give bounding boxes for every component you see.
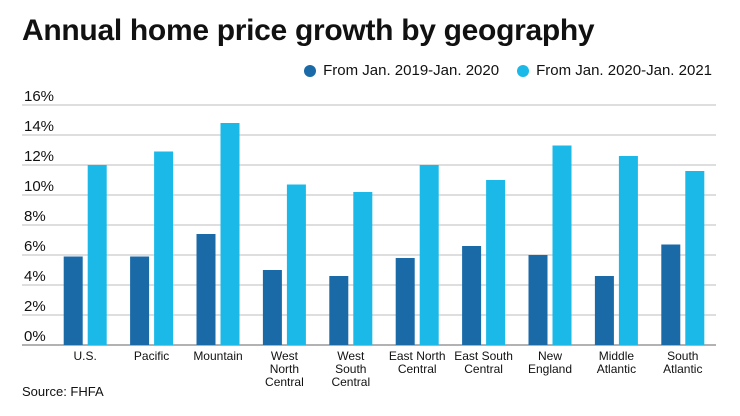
bar-2020-2021 — [685, 171, 705, 345]
bar-2019-2020 — [329, 276, 349, 345]
bar-2020-2021 — [87, 165, 107, 345]
bar-2020-2021 — [154, 151, 174, 345]
chart-title: Annual home price growth by geography — [22, 14, 595, 47]
x-category-label: U.S. — [74, 349, 97, 363]
bar-2020-2021 — [220, 123, 240, 345]
x-category-label-line: New — [538, 349, 562, 363]
y-tick-label: 0% — [24, 328, 46, 345]
y-tick-label: 16% — [24, 88, 54, 105]
bar-2020-2021 — [618, 156, 638, 345]
x-category-label-line: East South — [454, 349, 513, 363]
x-category-label-line: North — [270, 362, 299, 376]
bar-2019-2020 — [462, 246, 482, 345]
x-category-label: West North Central — [265, 349, 304, 389]
y-tick-label: 10% — [24, 178, 54, 195]
y-tick-label: 2% — [24, 298, 46, 315]
legend: From Jan. 2019-Jan. 2020 From Jan. 2020-… — [286, 62, 712, 79]
x-category-label: Middle Atlantic — [597, 349, 636, 376]
x-category-label-line: Mountain — [193, 349, 242, 363]
y-tick-label: 6% — [24, 238, 46, 255]
y-tick-label: 12% — [24, 148, 54, 165]
legend-item-2020-2021: From Jan. 2020-Jan. 2021 — [517, 62, 712, 79]
bar-2020-2021 — [419, 165, 439, 345]
bar-2019-2020 — [594, 276, 614, 345]
x-category-label-line: Middle — [599, 349, 635, 363]
x-category-label-line: Central — [464, 362, 503, 376]
x-category-label: Mountain — [193, 349, 242, 363]
x-category-label-line: West — [271, 349, 299, 363]
x-category-label-line: Atlantic — [597, 362, 636, 376]
x-category-label-line: Central — [265, 375, 304, 389]
legend-swatch-2019-2020 — [304, 64, 317, 77]
x-category-label-line: Pacific — [134, 349, 169, 363]
y-tick-label: 14% — [24, 118, 54, 135]
bar-2019-2020 — [528, 255, 548, 345]
x-category-label: East South Central — [454, 349, 513, 376]
bar-2020-2021 — [552, 145, 572, 345]
bar-2019-2020 — [395, 258, 415, 345]
y-tick-label: 8% — [24, 208, 46, 225]
bar-2019-2020 — [130, 256, 150, 345]
source-note: Source: FHFA — [22, 384, 104, 399]
bar-2020-2021 — [486, 180, 506, 345]
x-category-label-line: West — [337, 349, 365, 363]
x-category-label-line: South — [667, 349, 698, 363]
x-category-label-line: East North — [389, 349, 446, 363]
x-category-label-line: Central — [398, 362, 437, 376]
x-category-label: South Atlantic — [663, 349, 702, 376]
x-category-label: New England — [528, 349, 572, 376]
x-category-label: Pacific — [134, 349, 169, 363]
bar-2019-2020 — [63, 256, 83, 345]
x-category-label-line: England — [528, 362, 572, 376]
y-tick-label: 4% — [24, 268, 46, 285]
legend-swatch-2020-2021 — [517, 64, 530, 77]
x-category-label: West South Central — [331, 349, 370, 389]
bar-2019-2020 — [262, 270, 282, 345]
x-category-label: East North Central — [389, 349, 446, 376]
x-category-label-line: Central — [331, 375, 370, 389]
bar-2019-2020 — [196, 234, 216, 345]
x-category-label-line: U.S. — [74, 349, 97, 363]
x-category-label-line: Atlantic — [663, 362, 702, 376]
bar-2020-2021 — [353, 192, 373, 345]
legend-item-2019-2020: From Jan. 2019-Jan. 2020 — [304, 62, 499, 79]
bar-2020-2021 — [286, 184, 306, 345]
legend-label-2020-2021: From Jan. 2020-Jan. 2021 — [536, 62, 712, 79]
legend-label-2019-2020: From Jan. 2019-Jan. 2020 — [323, 62, 500, 79]
bar-2019-2020 — [661, 244, 681, 345]
x-category-label-line: South — [335, 362, 366, 376]
